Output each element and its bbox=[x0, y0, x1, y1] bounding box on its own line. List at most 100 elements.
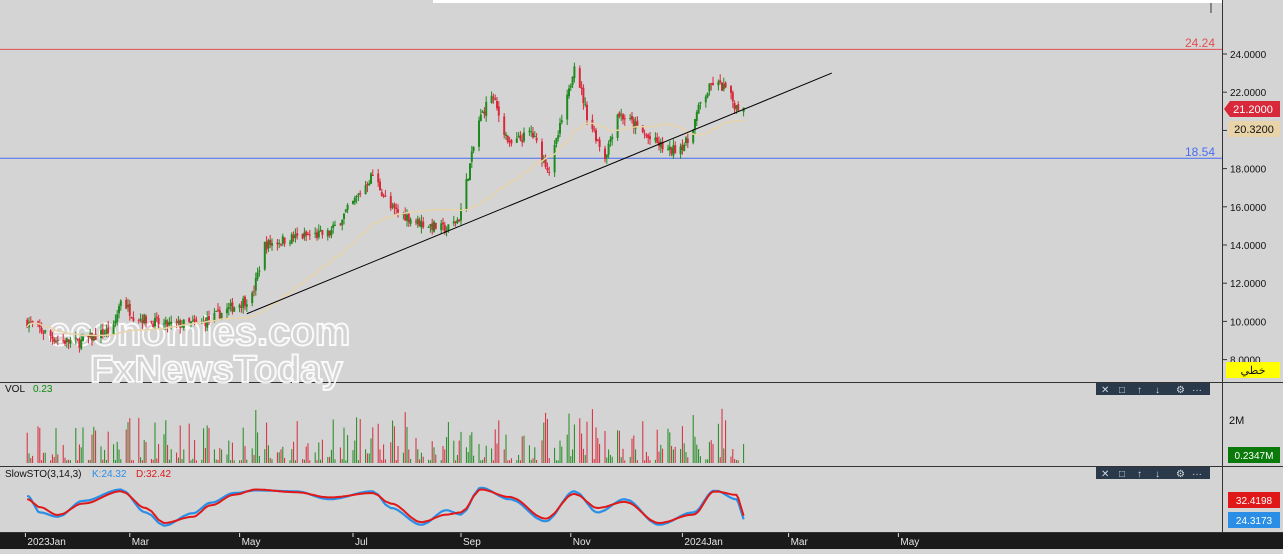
volume-bar bbox=[469, 435, 471, 463]
move-down-icon[interactable]: ↓ bbox=[1155, 385, 1160, 396]
volume-bar bbox=[293, 441, 295, 463]
candle-body bbox=[674, 145, 677, 154]
candle-body bbox=[206, 317, 209, 328]
candle-body bbox=[656, 137, 659, 143]
candle-body bbox=[618, 112, 621, 117]
volume-bar bbox=[516, 460, 518, 463]
support-label: 18.54 bbox=[1185, 145, 1215, 159]
candle-body bbox=[283, 237, 286, 244]
volume-bar bbox=[555, 460, 557, 463]
candle-body bbox=[708, 83, 711, 92]
volume-bar bbox=[660, 444, 662, 463]
volume-bar bbox=[278, 452, 280, 463]
volume-bar bbox=[532, 458, 534, 463]
volume-bar bbox=[719, 457, 721, 463]
candle-body bbox=[636, 120, 639, 126]
move-up-icon[interactable]: ↑ bbox=[1137, 469, 1142, 480]
volume-bar bbox=[266, 422, 268, 463]
volume-bar bbox=[649, 460, 651, 463]
candle-body bbox=[530, 131, 533, 133]
candle-body bbox=[686, 138, 689, 143]
volume-bar bbox=[383, 444, 385, 463]
volume-bar bbox=[78, 444, 80, 463]
candle-body bbox=[393, 203, 396, 208]
volume-bar bbox=[176, 452, 178, 463]
settings-icon[interactable]: ⚙ bbox=[1176, 469, 1185, 480]
candle-body bbox=[548, 172, 551, 174]
close-icon[interactable]: ✕ bbox=[1101, 469, 1109, 480]
volume-bar bbox=[408, 449, 410, 463]
candle-body bbox=[319, 229, 322, 231]
volume-bar bbox=[143, 440, 145, 463]
volume-bar bbox=[656, 429, 658, 463]
candle-body bbox=[681, 144, 684, 150]
volume-bar bbox=[662, 448, 664, 463]
volume-bar bbox=[181, 459, 183, 463]
volume-bar bbox=[496, 443, 498, 463]
candle-body bbox=[643, 133, 646, 135]
volume-bar bbox=[125, 429, 127, 463]
candle-body bbox=[578, 68, 581, 88]
volume-bar bbox=[233, 460, 235, 463]
candle-body bbox=[506, 135, 509, 143]
volume-bar bbox=[366, 453, 368, 463]
volume-bar bbox=[206, 425, 208, 463]
volume-bar bbox=[536, 460, 538, 463]
candle-body bbox=[481, 111, 484, 113]
volume-bar bbox=[129, 418, 131, 463]
volume-bar bbox=[534, 447, 536, 463]
settings-icon[interactable]: ⚙ bbox=[1176, 385, 1185, 396]
candle-body bbox=[670, 147, 673, 154]
candle-body bbox=[330, 229, 333, 236]
drawing-tag[interactable]: خطي bbox=[1226, 362, 1280, 378]
candle-body bbox=[326, 230, 329, 237]
volume-bar bbox=[26, 432, 28, 463]
candle-body bbox=[722, 83, 725, 90]
candle-body bbox=[281, 236, 284, 244]
more-icon[interactable]: ··· bbox=[1192, 469, 1202, 480]
candle-body bbox=[179, 320, 182, 328]
volume-bar bbox=[368, 453, 370, 463]
stoch-k-badge-value: 24.3173 bbox=[1236, 516, 1273, 527]
maximize-icon[interactable]: □ bbox=[1119, 385, 1125, 396]
candle-body bbox=[118, 306, 120, 314]
x-tick-label: Sep bbox=[463, 537, 481, 548]
candle-body bbox=[609, 138, 612, 143]
volume-bar bbox=[397, 445, 399, 463]
candle-body bbox=[593, 129, 596, 131]
volume-bar bbox=[681, 426, 683, 463]
close-icon[interactable]: ✕ bbox=[1101, 385, 1109, 396]
volume-bar bbox=[667, 428, 669, 463]
candle-body bbox=[137, 320, 140, 322]
volume-bar bbox=[365, 449, 367, 463]
move-down-icon[interactable]: ↓ bbox=[1155, 469, 1160, 480]
candle-body bbox=[245, 304, 248, 307]
more-icon[interactable]: ··· bbox=[1192, 385, 1202, 396]
candle-body bbox=[44, 330, 47, 333]
volume-bar bbox=[269, 457, 271, 463]
volume-bar bbox=[32, 455, 34, 463]
x-tick-label: Mar bbox=[791, 537, 809, 548]
volume-bar bbox=[384, 459, 386, 463]
volume-bar bbox=[743, 444, 745, 463]
volume-bar bbox=[296, 421, 298, 463]
volume-bar bbox=[721, 408, 723, 463]
candle-body bbox=[546, 168, 549, 171]
volume-bar bbox=[343, 427, 345, 463]
candle-body bbox=[366, 184, 369, 186]
maximize-icon[interactable]: □ bbox=[1119, 469, 1125, 480]
volume-bar bbox=[521, 436, 523, 463]
volume-bar bbox=[557, 460, 559, 463]
stoch-d-badge: 32.4198 bbox=[1228, 492, 1280, 508]
candle-body bbox=[505, 134, 507, 136]
volume-bar bbox=[618, 430, 620, 463]
move-up-icon[interactable]: ↑ bbox=[1137, 385, 1142, 396]
volume-bar bbox=[154, 422, 156, 463]
volume-bar bbox=[644, 460, 646, 463]
volume-bar bbox=[705, 459, 707, 463]
candle-body bbox=[267, 240, 270, 249]
candle-body bbox=[371, 174, 374, 176]
candle-body bbox=[226, 308, 228, 314]
candle-body bbox=[384, 195, 387, 197]
